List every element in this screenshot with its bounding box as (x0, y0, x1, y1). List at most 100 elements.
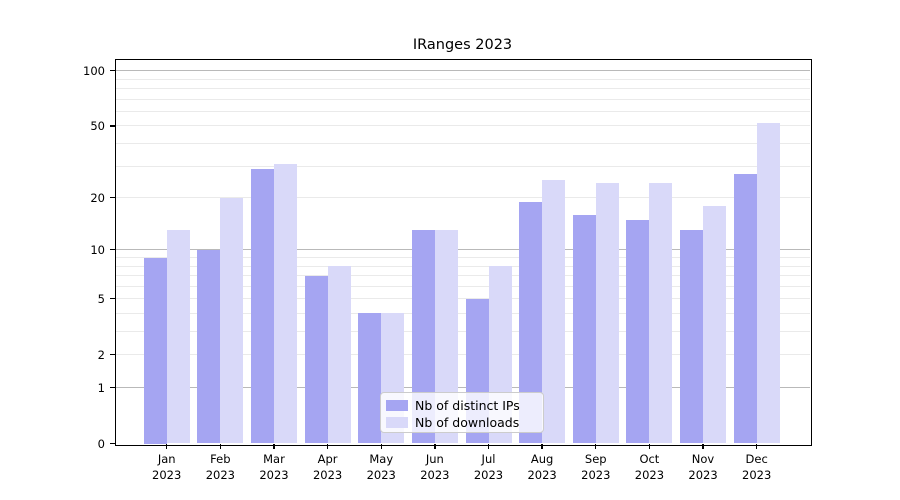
gridline-minor (115, 98, 810, 100)
x-tick-label-year: 2023 (473, 467, 504, 482)
gridline-minor (115, 125, 810, 127)
x-tick-label-year: 2023 (259, 467, 289, 482)
bar-distinct-ips-may (358, 313, 382, 444)
x-tick-mark (648, 444, 651, 449)
legend-item-downloads: Nb of downloads (386, 414, 535, 431)
bar-downloads-jun (434, 230, 458, 444)
bar-distinct-ips-nov (680, 230, 704, 444)
bar-distinct-ips-oct (626, 219, 650, 444)
x-tick-label-month: Aug (530, 451, 554, 466)
y-tick-mark (110, 298, 115, 300)
x-tick-label-month: Sep (584, 451, 607, 466)
bar-downloads-feb (220, 197, 244, 444)
y-tick-label: 0 (97, 436, 105, 451)
x-tick-label-month: Oct (639, 451, 660, 466)
y-tick-mark (110, 386, 115, 389)
x-tick-label-month: Jan (157, 451, 176, 466)
bar-downloads-mar (273, 163, 297, 444)
y-tick-mark (110, 249, 115, 251)
bar-distinct-ips-apr (304, 275, 328, 444)
y-tick-label: 2 (97, 347, 105, 362)
x-tick-mark (380, 444, 382, 449)
x-tick-mark (756, 444, 758, 449)
bar-distinct-ips-dec (733, 174, 757, 444)
x-tick-label: Jul 2023 (461, 451, 517, 483)
x-tick-label: Mar 2023 (246, 451, 302, 483)
x-tick-label-year: 2023 (312, 467, 343, 482)
y-tick-mark (110, 70, 115, 72)
gridline-minor (115, 165, 810, 167)
gridline-minor (115, 88, 810, 90)
legend-label-distinct-ips: Nb of distinct IPs (415, 398, 520, 413)
legend: Nb of distinct IPs Nb of downloads (380, 392, 544, 433)
x-tick-label-year: 2023 (366, 467, 396, 482)
x-tick-mark (273, 444, 275, 449)
x-tick-label-year: 2023 (742, 467, 772, 482)
x-tick-label-month: May (369, 451, 394, 466)
gridline-minor (115, 143, 810, 145)
legend-swatch-downloads (386, 417, 408, 428)
y-tick-label: 1 (97, 380, 105, 395)
legend-swatch-distinct-ips (386, 400, 408, 411)
x-tick-mark (219, 444, 221, 449)
y-tick-label: 100 (83, 63, 105, 78)
x-tick-label-month: Dec (745, 451, 768, 466)
bar-distinct-ips-sep (572, 214, 596, 444)
x-tick-label-month: Nov (691, 451, 715, 466)
y-tick-mark (110, 354, 115, 356)
y-tick-mark (110, 125, 115, 127)
bar-distinct-ips-mar (250, 168, 274, 444)
legend-label-downloads: Nb of downloads (415, 415, 520, 430)
bar-distinct-ips-feb (197, 249, 221, 444)
x-tick-label-month: Mar (263, 451, 285, 466)
x-tick-mark (702, 444, 704, 449)
x-tick-mark (434, 444, 436, 449)
bar-distinct-ips-aug (519, 201, 543, 444)
x-tick-label-year: 2023 (688, 467, 718, 482)
gridline-minor (115, 110, 810, 112)
x-tick-label: May 2023 (353, 451, 409, 483)
x-tick-label: Jun 2023 (407, 451, 463, 483)
x-tick-label: Nov 2023 (675, 451, 731, 483)
gridline-minor (115, 197, 810, 199)
x-tick-label-month: Jun (425, 451, 444, 466)
x-tick-label: Apr 2023 (300, 451, 356, 483)
x-tick-label-year: 2023 (152, 467, 182, 482)
x-tick-mark (487, 444, 490, 449)
bar-downloads-sep (595, 183, 619, 444)
x-tick-label-year: 2023 (634, 467, 665, 482)
legend-item-distinct-ips: Nb of distinct IPs (386, 397, 535, 414)
bar-distinct-ips-jan (143, 257, 167, 444)
x-tick-label-month: Jul (481, 451, 496, 466)
x-tick-label-year: 2023 (205, 467, 235, 482)
y-tick-mark (110, 442, 115, 445)
x-tick-label-year: 2023 (527, 467, 557, 482)
x-tick-label: Aug 2023 (514, 451, 570, 483)
x-tick-mark (166, 444, 168, 449)
x-tick-label: Feb 2023 (192, 451, 248, 483)
y-tick-label: 5 (97, 291, 105, 306)
x-tick-mark (541, 444, 543, 449)
bar-downloads-dec (756, 122, 780, 444)
x-tick-label-month: Apr (317, 451, 338, 466)
x-tick-mark (595, 444, 597, 449)
x-tick-label: Jan 2023 (139, 451, 195, 483)
x-tick-label: Dec 2023 (729, 451, 785, 483)
x-tick-label: Sep 2023 (568, 451, 624, 483)
x-tick-mark (326, 444, 329, 449)
y-tick-label: 20 (90, 190, 105, 205)
x-tick-label-year: 2023 (581, 467, 611, 482)
bar-downloads-aug (542, 180, 566, 444)
x-tick-label: Oct 2023 (621, 451, 677, 483)
gridline-minor (115, 78, 810, 80)
x-tick-label-month: Feb (210, 451, 231, 466)
bar-downloads-jan (166, 230, 190, 444)
bar-distinct-ips-jun (411, 230, 435, 444)
chart-title: IRanges 2023 (412, 37, 513, 53)
gridline-major (115, 70, 810, 72)
y-tick-label: 50 (90, 118, 105, 133)
bar-downloads-oct (649, 183, 673, 444)
y-tick-label: 10 (90, 242, 105, 257)
bar-downloads-apr (327, 266, 351, 444)
